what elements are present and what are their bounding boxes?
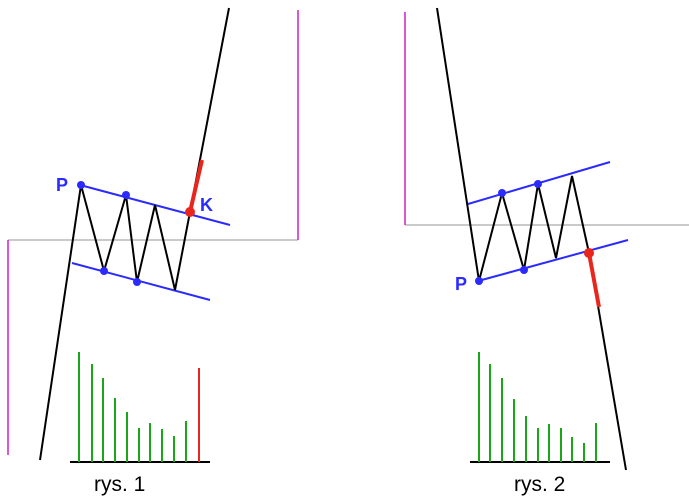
volume-bars-1 bbox=[78, 352, 187, 462]
pivot-dot bbox=[100, 267, 108, 275]
breakdown-segment-2 bbox=[587, 252, 601, 308]
label-p-1: P bbox=[56, 175, 68, 195]
breakout-segment-1 bbox=[188, 159, 204, 213]
label-p-2: P bbox=[455, 274, 467, 294]
channel-lower-1 bbox=[71, 262, 211, 301]
pivot-dot bbox=[77, 181, 85, 189]
figure-2: P rys. 2 bbox=[404, 7, 689, 496]
pivot-dot bbox=[122, 191, 130, 199]
price-path-1 bbox=[39, 7, 230, 461]
pivot-dot bbox=[520, 266, 528, 274]
pivot-dot bbox=[133, 278, 141, 286]
pivot-dot bbox=[498, 189, 506, 197]
pivot-dot bbox=[534, 180, 542, 188]
label-k-1: K bbox=[200, 195, 213, 215]
volume-bars-2 bbox=[478, 352, 597, 462]
breakdown-dot-2 bbox=[584, 248, 594, 258]
price-path-2 bbox=[436, 7, 627, 471]
caption-1: rys. 1 bbox=[94, 473, 145, 496]
breakout-dot-1 bbox=[185, 207, 195, 217]
channel-lower-2 bbox=[477, 239, 629, 282]
caption-2: rys. 2 bbox=[514, 473, 565, 496]
pivot-dot bbox=[475, 277, 483, 285]
figure-1: P K rys. 1 bbox=[7, 7, 299, 496]
